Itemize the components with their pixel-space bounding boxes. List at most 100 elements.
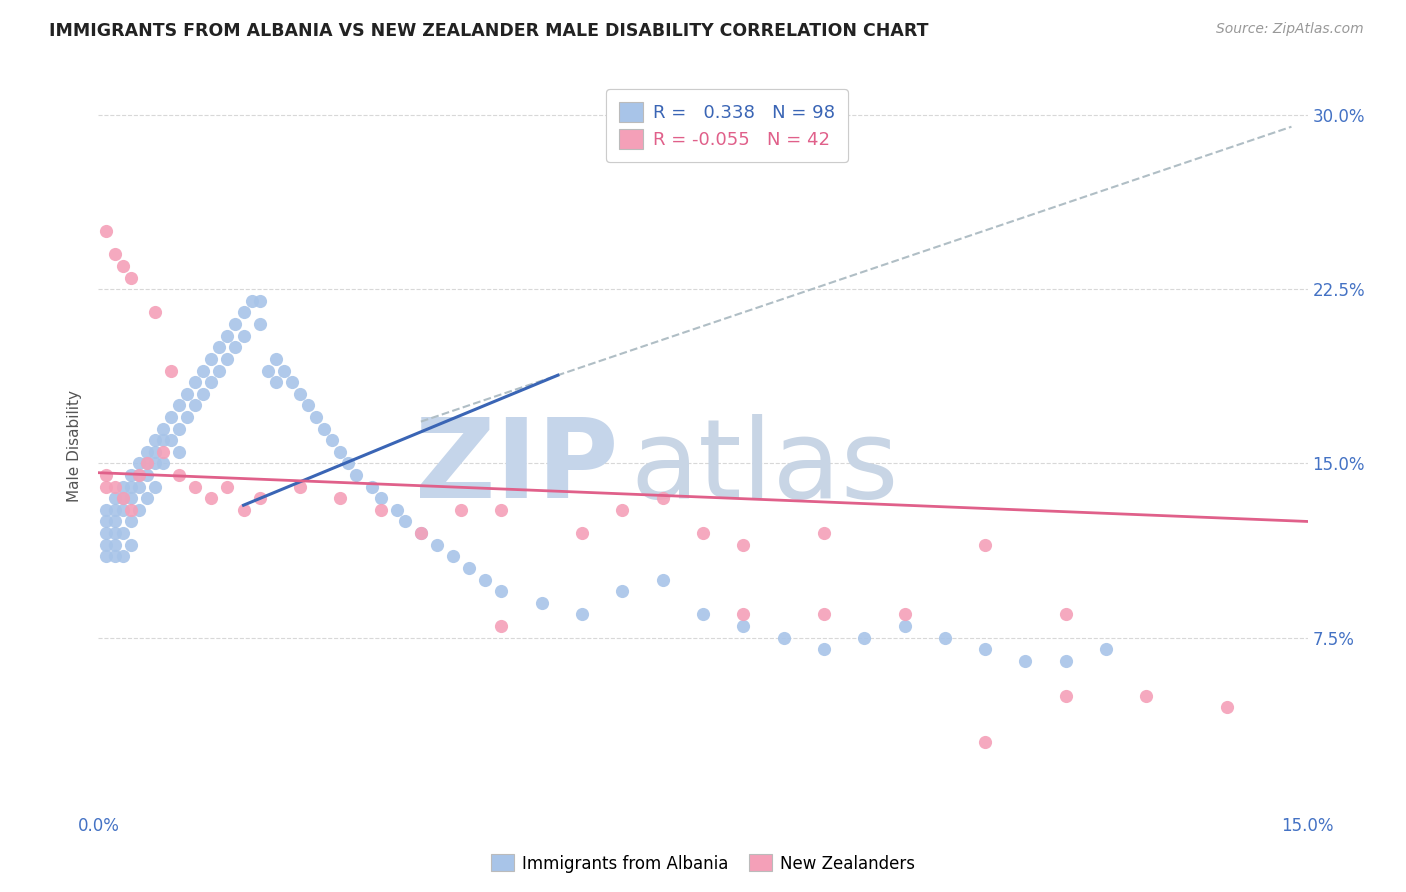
Point: [321, 433, 343, 447]
Point: [135, 491, 157, 506]
Point: [491, 619, 513, 633]
Point: [224, 317, 246, 331]
Point: [103, 503, 125, 517]
Point: [974, 735, 997, 749]
Point: [160, 433, 183, 447]
Point: [120, 503, 142, 517]
Point: [128, 468, 150, 483]
Y-axis label: Male Disability: Male Disability: [67, 390, 83, 502]
Point: [160, 409, 183, 424]
Point: [167, 445, 190, 459]
Point: [103, 491, 125, 506]
Point: [232, 305, 254, 319]
Point: [813, 607, 835, 622]
Point: [111, 491, 134, 506]
Point: [103, 526, 125, 541]
Point: [143, 480, 166, 494]
Point: [103, 480, 125, 494]
Point: [934, 631, 956, 645]
Point: [128, 468, 150, 483]
Point: [249, 491, 271, 506]
Text: ZIP: ZIP: [415, 415, 619, 522]
Point: [217, 328, 239, 343]
Point: [143, 445, 166, 459]
Point: [135, 468, 157, 483]
Point: [297, 398, 319, 412]
Point: [692, 607, 714, 622]
Legend: R =   0.338   N = 98, R = -0.055   N = 42: R = 0.338 N = 98, R = -0.055 N = 42: [606, 89, 848, 161]
Point: [361, 480, 384, 494]
Point: [143, 457, 166, 471]
Point: [249, 317, 271, 331]
Point: [337, 457, 360, 471]
Point: [264, 375, 287, 389]
Point: [1135, 689, 1157, 703]
Point: [530, 596, 553, 610]
Point: [240, 293, 263, 308]
Point: [232, 503, 254, 517]
Point: [111, 259, 134, 273]
Point: [96, 549, 118, 564]
Point: [651, 573, 673, 587]
Point: [409, 526, 432, 541]
Point: [128, 503, 150, 517]
Point: [733, 619, 755, 633]
Point: [111, 480, 134, 494]
Point: [370, 491, 392, 506]
Point: [200, 375, 222, 389]
Point: [305, 409, 328, 424]
Point: [426, 538, 449, 552]
Point: [733, 607, 755, 622]
Point: [571, 607, 593, 622]
Point: [385, 503, 408, 517]
Point: [974, 538, 997, 552]
Point: [441, 549, 464, 564]
Point: [152, 445, 174, 459]
Point: [893, 607, 915, 622]
Point: [167, 398, 190, 412]
Point: [1054, 689, 1077, 703]
Point: [256, 363, 278, 377]
Point: [329, 445, 352, 459]
Point: [813, 526, 835, 541]
Point: [176, 386, 198, 401]
Point: [111, 491, 134, 506]
Point: [111, 526, 134, 541]
Point: [458, 561, 481, 575]
Point: [974, 642, 997, 657]
Point: [152, 457, 174, 471]
Point: [120, 270, 142, 285]
Point: [176, 409, 198, 424]
Point: [893, 619, 915, 633]
Point: [571, 526, 593, 541]
Point: [120, 480, 142, 494]
Point: [128, 457, 150, 471]
Point: [264, 351, 287, 366]
Point: [1054, 654, 1077, 668]
Point: [1054, 607, 1077, 622]
Point: [96, 526, 118, 541]
Point: [103, 247, 125, 261]
Point: [370, 503, 392, 517]
Point: [193, 386, 215, 401]
Point: [772, 631, 794, 645]
Point: [135, 457, 157, 471]
Point: [1216, 700, 1239, 714]
Point: [491, 584, 513, 599]
Point: [224, 340, 246, 354]
Point: [120, 468, 142, 483]
Point: [394, 515, 416, 529]
Point: [128, 480, 150, 494]
Point: [120, 491, 142, 506]
Point: [344, 468, 367, 483]
Point: [733, 538, 755, 552]
Legend: Immigrants from Albania, New Zealanders: Immigrants from Albania, New Zealanders: [484, 847, 922, 880]
Point: [249, 293, 271, 308]
Point: [96, 224, 118, 238]
Point: [96, 468, 118, 483]
Point: [1095, 642, 1118, 657]
Point: [314, 421, 336, 435]
Point: [111, 549, 134, 564]
Point: [200, 351, 222, 366]
Point: [217, 480, 239, 494]
